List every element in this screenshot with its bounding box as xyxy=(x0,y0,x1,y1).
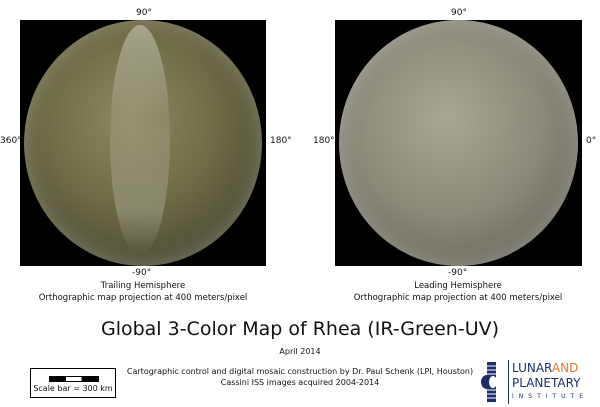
map-date: April 2014 xyxy=(279,347,321,356)
logo-divider xyxy=(508,360,509,404)
leading-hemisphere-name: Leading Hemisphere xyxy=(414,281,502,291)
logo-and: AND xyxy=(551,361,579,375)
leading-top-latitude: 90° xyxy=(451,8,467,18)
scale-bar xyxy=(49,376,99,382)
map-title: Global 3-Color Map of Rhea (IR-Green-UV) xyxy=(100,318,500,340)
leading-right-longitude: 0° xyxy=(586,136,597,146)
credit-line-2: Cassini ISS images acquired 2004-2014 xyxy=(220,378,380,387)
trailing-hemisphere-frame xyxy=(20,20,266,266)
leading-left-longitude: 180° xyxy=(313,136,335,146)
credits: Cartographic control and digital mosaic … xyxy=(120,366,480,388)
trailing-hemisphere-name: Trailing Hemisphere xyxy=(100,281,186,291)
leading-caption: Leading Hemisphere Orthographic map proj… xyxy=(348,280,568,304)
trailing-bottom-latitude: -90° xyxy=(132,268,152,278)
logo-planetary: PLANETARY xyxy=(512,376,581,390)
leading-hemisphere-frame xyxy=(335,20,582,266)
trailing-right-longitude: 180° xyxy=(270,136,292,146)
logo-lunar: LUNAR xyxy=(512,361,552,375)
leading-hemisphere-globe xyxy=(339,20,578,266)
logo-institute: INSTITUTE xyxy=(512,393,589,400)
trailing-top-latitude: 90° xyxy=(136,8,152,18)
trailing-left-longitude: 360° xyxy=(0,136,22,146)
leading-projection: Orthographic map projection at 400 meter… xyxy=(353,293,563,303)
lpi-logo: LUNARAND PLANETARY INSTITUTE xyxy=(478,360,588,406)
trailing-projection: Orthographic map projection at 400 meter… xyxy=(38,293,248,303)
trailing-hemisphere-globe xyxy=(24,20,262,266)
scale-bar-label: Scale bar = 300 km xyxy=(33,384,113,393)
lpi-emblem-icon xyxy=(481,362,497,402)
credit-line-1: Cartographic control and digital mosaic … xyxy=(126,367,474,376)
trailing-bright-streaks xyxy=(110,25,170,255)
scale-bar-box: Scale bar = 300 km xyxy=(30,368,116,398)
trailing-caption: Trailing Hemisphere Orthographic map pro… xyxy=(33,280,253,304)
leading-bottom-latitude: -90° xyxy=(448,268,468,278)
